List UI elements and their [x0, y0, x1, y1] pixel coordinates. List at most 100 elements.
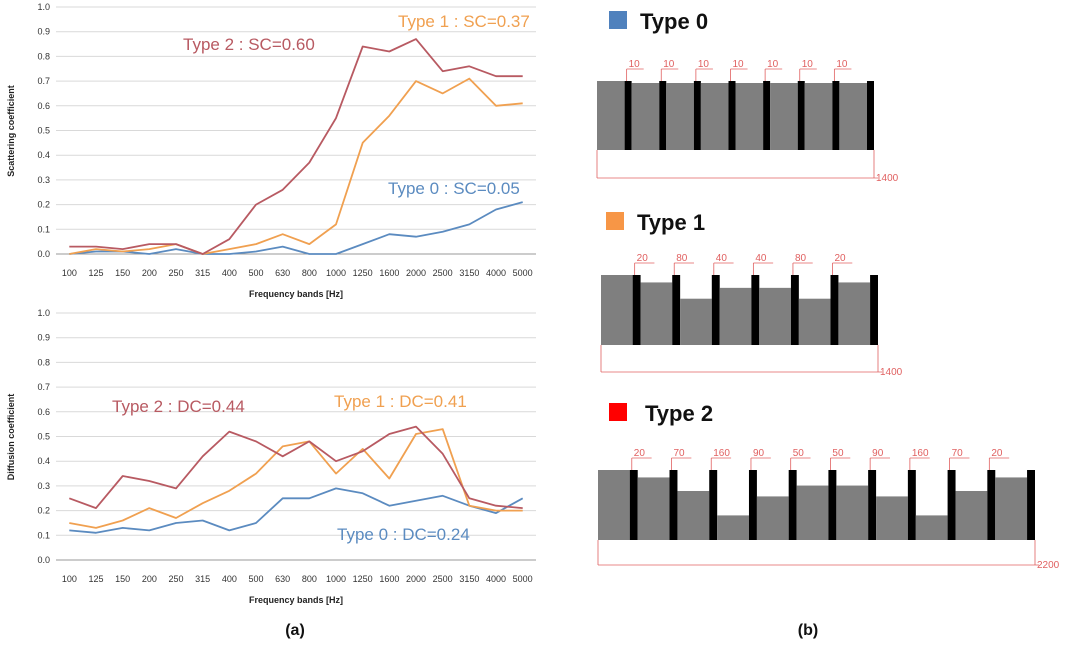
x-tick-label: 1250 [353, 268, 373, 278]
profile-well [759, 287, 791, 345]
y-tick-label: 0.5 [37, 126, 50, 136]
diffusion-x-ticks: 100 125 150 200 250 315 400 500 630 800 1000 1250 16… [62, 574, 533, 584]
profile-well [756, 496, 789, 540]
x-tick-label: 630 [275, 574, 290, 584]
y-tick-label: 0.9 [37, 27, 50, 37]
well-depth-label: 20 [634, 448, 646, 459]
x-tick-label: 1600 [379, 574, 399, 584]
y-tick-label: 0.6 [37, 407, 50, 417]
x-tick-label: 630 [275, 268, 290, 278]
profile-well [770, 83, 798, 150]
well-depth-label: 10 [767, 59, 779, 70]
diffusion-chart: 0.0 0.1 0.2 0.3 0.4 0.5 0.6 0.7 0.8 0.9 1.0 100 125… [6, 308, 536, 605]
series-line-type0 [69, 201, 523, 255]
y-tick-label: 0.5 [37, 432, 50, 442]
well-depth-label: 50 [793, 448, 805, 459]
y-tick-label: 0.1 [37, 530, 50, 540]
profile-well [640, 282, 673, 345]
profile-fin [632, 275, 641, 345]
x-tick-label: 2000 [406, 268, 426, 278]
total-width-label: 1400 [880, 367, 903, 378]
total-width-label: 2200 [1037, 560, 1060, 571]
profile-type2: Type 2 20 70 160 90 50 50 90 160 70 20 2200 [597, 401, 1060, 571]
annotation-type1-dc: Type 1 : DC=0.41 [334, 392, 467, 411]
profile-fin [728, 81, 736, 150]
x-tick-label: 200 [142, 574, 157, 584]
well-depth-label: 90 [872, 448, 884, 459]
y-tick-label: 0.3 [37, 175, 50, 185]
y-tick-label: 0.8 [37, 51, 50, 61]
profile-well [666, 83, 694, 150]
profile-fin [797, 81, 805, 150]
profile-well [700, 83, 729, 150]
y-tick-label: 0.7 [37, 76, 50, 86]
x-tick-label: 2000 [406, 574, 426, 584]
x-tick-label: 800 [302, 574, 317, 584]
scattering-x-ticks: 100 125 150 200 250 315 400 500 630 800 1000 1250 16… [62, 268, 533, 278]
profile-well [719, 287, 752, 345]
profile-type1: Type 1 20 80 40 40 80 20 1400 [600, 210, 903, 378]
diffusion-gridlines [56, 312, 536, 561]
x-tick-label: 1000 [326, 268, 346, 278]
type0-title: Type 0 [640, 9, 708, 34]
well-depth-label: 20 [835, 253, 847, 264]
profile-well [735, 83, 764, 150]
well-depth-label: 20 [991, 448, 1003, 459]
profile-fin [711, 275, 720, 345]
profile-fin [751, 275, 760, 345]
profile-well [836, 485, 869, 540]
profile-block [601, 275, 633, 345]
well-depth-label: 20 [637, 253, 649, 264]
profile-fin [624, 81, 632, 150]
profile-well [637, 477, 670, 540]
scattering-y-axis-label: Scattering coefficient [6, 85, 16, 177]
well-depth-label: 10 [733, 59, 745, 70]
y-tick-label: 0.9 [37, 333, 50, 343]
x-tick-label: 150 [115, 268, 130, 278]
profile-fin [763, 81, 771, 150]
profile-fin [867, 81, 874, 150]
profile-well [995, 477, 1028, 540]
annotation-type2-sc: Type 2 : SC=0.60 [183, 35, 315, 54]
profile-fin [709, 470, 718, 540]
profile-well [915, 515, 948, 540]
y-tick-label: 0.4 [37, 150, 50, 160]
y-tick-label: 0.0 [37, 555, 50, 565]
x-tick-label: 2500 [433, 574, 453, 584]
y-tick-label: 0.1 [37, 224, 50, 234]
scattering-chart: 0.0 0.1 0.2 0.3 0.4 0.5 0.6 0.7 0.8 0.9 1.0 100 125… [6, 2, 536, 299]
profile-well [680, 298, 712, 345]
x-tick-label: 500 [248, 574, 263, 584]
profile-block [598, 470, 630, 540]
y-tick-label: 0.2 [37, 200, 50, 210]
profile-fin [907, 470, 916, 540]
profile-fin [832, 81, 840, 150]
series-line-type1 [69, 428, 523, 529]
diffusion-x-axis-label: Frequency bands [Hz] [249, 595, 343, 605]
well-depth-label: 160 [912, 448, 929, 459]
profile-type0: Type 0 10 10 10 10 10 10 10 1400 [596, 9, 899, 184]
x-tick-label: 125 [88, 268, 103, 278]
profile-fin [788, 470, 797, 540]
profiles-panel: Type 0 10 10 10 10 10 10 10 1400 Type 1 20 80 40 4… [596, 9, 1060, 571]
profile-well [798, 298, 831, 345]
profile-fin [947, 470, 956, 540]
annotation-type1-sc: Type 1 : SC=0.37 [398, 12, 530, 31]
well-depth-label: 160 [713, 448, 730, 459]
profile-fin [830, 275, 839, 345]
well-depth-label: 10 [836, 59, 848, 70]
x-tick-label: 3150 [459, 574, 479, 584]
series-line-type2 [68, 425, 523, 510]
well-depth-label: 10 [663, 59, 675, 70]
scattering-y-ticks: 0.0 0.1 0.2 0.3 0.4 0.5 0.6 0.7 0.8 0.9 1.0 [37, 2, 50, 259]
profile-well [839, 83, 867, 150]
profile-well [631, 83, 660, 150]
profile-fin [790, 275, 799, 345]
well-depth-label: 40 [755, 253, 767, 264]
profile-well [955, 490, 988, 540]
y-tick-label: 0.4 [37, 456, 50, 466]
profile-fin [1027, 470, 1035, 540]
type0-swatch [609, 11, 627, 29]
scattering-x-axis-label: Frequency bands [Hz] [249, 289, 343, 299]
well-depth-label: 10 [629, 59, 641, 70]
